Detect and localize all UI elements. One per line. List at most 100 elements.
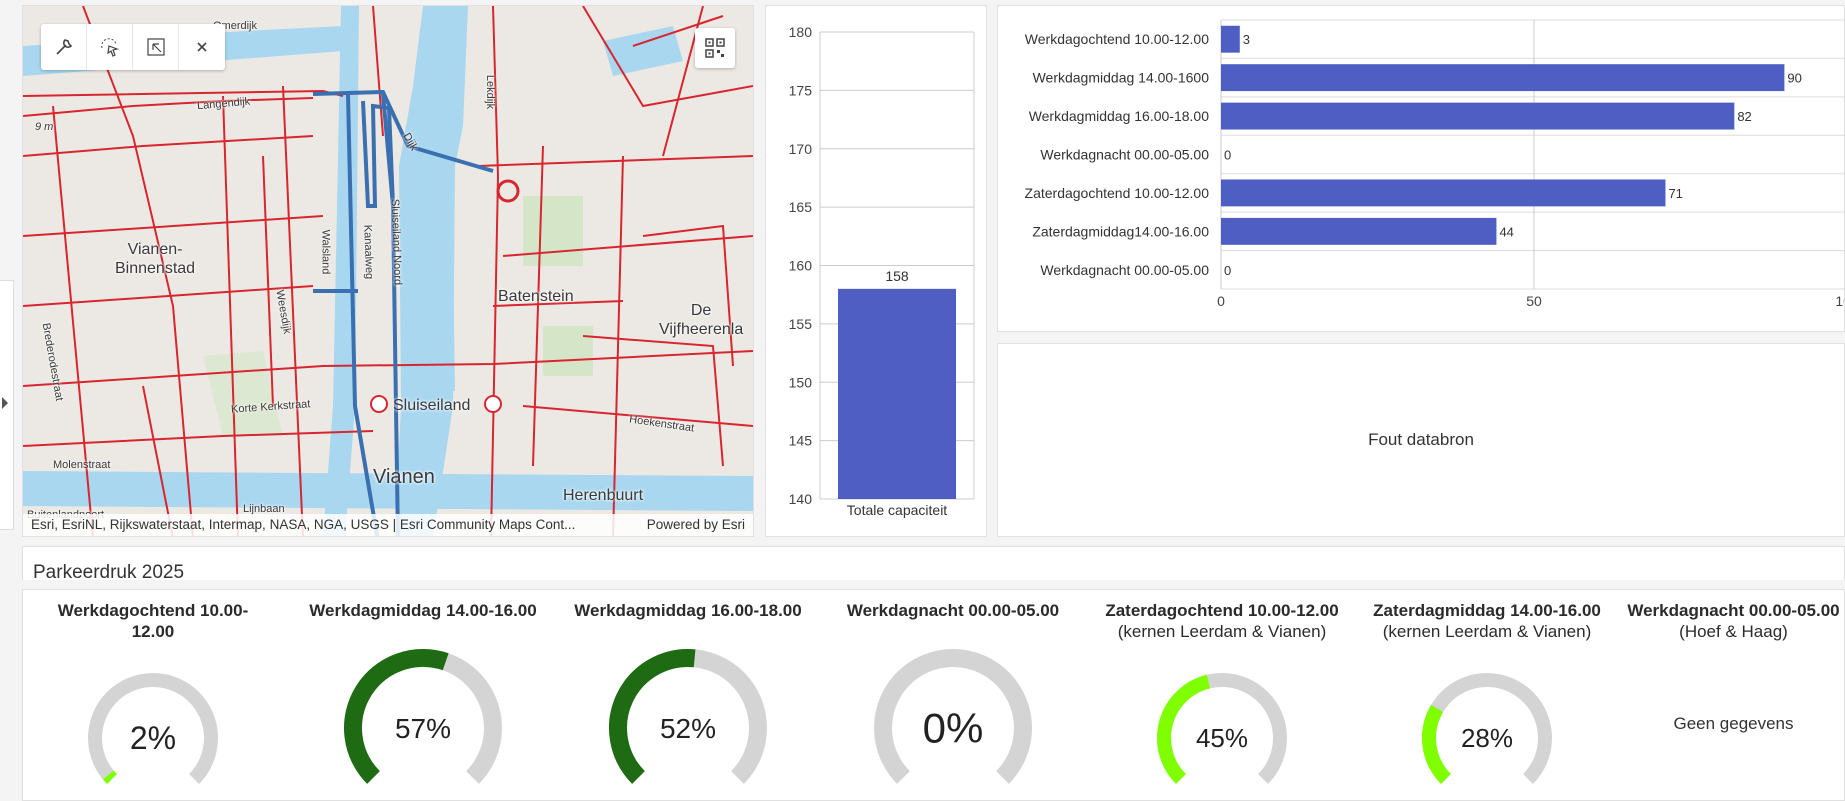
hbar [1221, 217, 1497, 245]
gauge-title: Werkdagnacht 00.00-05.00 [1627, 601, 1840, 620]
bar-value-label: 158 [885, 268, 909, 284]
gauge-title: Zaterdagochtend 10.00-12.00 [1105, 601, 1339, 620]
y-category-label: Werkdagnacht 00.00-05.00 [1040, 147, 1209, 163]
gauge-title: Werkdagmiddag 14.00-16.00 [309, 601, 537, 620]
map-label-vianen: Vianen [373, 466, 435, 488]
timeslot-bar-chart: 0 50 100 Werkdagochtend 10.00-12.00 3 Werkdag… [1025, 19, 1845, 309]
y-category-label: Werkdagmiddag 16.00-18.00 [1029, 108, 1210, 124]
map-label-kanaalweg: Kanaalweg [361, 224, 376, 280]
gauge-arc: 45% [1157, 673, 1287, 784]
hbar [1221, 102, 1735, 130]
y-tick-label: 180 [789, 24, 813, 40]
gauge-fill [1157, 674, 1211, 784]
hbar-value-label: 3 [1243, 32, 1250, 47]
section-title: Parkeerdruk 2025 [33, 562, 185, 580]
x-tick-label: 100 [1835, 293, 1845, 309]
bar-totale-capaciteit [838, 288, 956, 499]
route-lines [312, 89, 494, 536]
gauge-track [88, 673, 218, 784]
gauge-value-label: 0% [923, 705, 984, 752]
gauge-arc: 2% [88, 673, 218, 784]
hbar-value-label: 44 [1499, 224, 1513, 239]
select-cursor-icon [100, 38, 119, 57]
y-tick-label: 175 [789, 82, 813, 98]
section-header: Parkeerdruk 2025 [22, 546, 1845, 580]
expand-arrow-icon [2, 397, 8, 409]
y-tick-label: 160 [789, 258, 813, 274]
close-tool-button[interactable] [179, 24, 225, 70]
gauge-1: Werkdagochtend 10.00- 12.00 2% [23, 590, 283, 800]
map-toolbar [41, 24, 225, 70]
hbar-value-label: 0 [1224, 263, 1231, 278]
select-area-button[interactable] [133, 24, 179, 70]
pond-water-2 [413, 256, 455, 396]
gauge-fill [1422, 704, 1452, 784]
gauge-title: Werkdagnacht 00.00-05.00 [846, 601, 1060, 620]
gauge-value-label: 2% [130, 720, 176, 756]
gauge-subtitle: (Hoef & Haag) [1679, 622, 1788, 641]
hbar [1221, 64, 1785, 92]
y-tick-label: 155 [789, 316, 813, 332]
select-area-icon [146, 38, 165, 56]
gauge-value-label: 28% [1461, 723, 1513, 753]
select-tool-button[interactable] [87, 24, 133, 70]
x-category-label: Totale capaciteit [847, 502, 948, 518]
powered-by-esri[interactable]: Powered by Esri [646, 517, 745, 532]
gauge-3: Werkdagmiddag 16.00-18.00 52% [558, 590, 818, 800]
measure-tool-button[interactable] [41, 24, 87, 70]
map-label-lijnbaan: Lijnbaan [243, 503, 285, 515]
y-tick-label: 150 [789, 374, 813, 390]
map-attribution: Esri, EsriNL, Rijkswaterstaat, Intermap,… [23, 514, 753, 536]
hbar-value-label: 0 [1224, 148, 1231, 163]
y-category-label: Werkdagochtend 10.00-12.00 [1025, 31, 1209, 47]
y-category-label: Zaterdagochtend 10.00-12.00 [1025, 185, 1210, 201]
map-label-vianen-binnenstad: Vianen- Binnenstad [115, 241, 196, 277]
gauge-arc: 0% [874, 649, 1032, 784]
gauge-7: Werkdagnacht 00.00-05.00 (Hoef & Haag) Gee… [1621, 590, 1844, 800]
gauge-arc: 57% [344, 649, 502, 784]
map-label-batenstein: Batenstein [498, 288, 574, 305]
green-area [523, 196, 583, 266]
map-label-herenbuurt: Herenbuurt [563, 487, 644, 504]
close-icon [197, 42, 207, 52]
qr-grid-icon [705, 38, 725, 58]
gauge-4: Werkdagnacht 00.00-05.00 0% [823, 590, 1083, 800]
map-label-lekdijk: Lekdijk [484, 74, 497, 110]
gauge-title: Werkdagochtend 10.00- 12.00 [57, 601, 249, 641]
hbar-value-label: 71 [1668, 186, 1682, 201]
error-panel: Fout databron [997, 343, 1845, 537]
attribution-text[interactable]: Esri, EsriNL, Rijkswaterstaat, Intermap,… [31, 517, 576, 532]
capacity-chart-panel: 140 145 150 155 160 165 170 175 180 158 Totale cap… [765, 5, 987, 537]
hbar-value-label: 82 [1737, 109, 1751, 124]
timeslot-bar-chart-panel: 0 50 100 Werkdagochtend 10.00-12.00 3 Werkdag… [997, 5, 1845, 332]
map-label-elevation: 9 m [35, 121, 54, 133]
gauge-track [874, 649, 1032, 784]
y-tick-label: 140 [789, 491, 813, 507]
gauge-value-label: 57% [395, 713, 451, 744]
x-tick-label: 50 [1526, 293, 1542, 309]
y-category-label: Werkdagnacht 00.00-05.00 [1040, 262, 1209, 278]
hbar [1221, 25, 1240, 53]
gauge-fill [344, 649, 449, 784]
x-tick-label: 0 [1217, 293, 1225, 309]
side-panel-toggle[interactable] [0, 280, 14, 530]
gauge-arc: 52% [609, 649, 767, 784]
map-label-molenstraat: Molenstraat [53, 459, 111, 471]
gauge-2: Werkdagmiddag 14.00-16.00 57% [293, 590, 553, 800]
no-data-label: Geen gegevens [1673, 714, 1794, 733]
gauge-arc: 28% [1422, 673, 1552, 784]
map-grid-button[interactable] [695, 28, 735, 68]
river-water [23, 471, 753, 511]
map-label-walsland: Walsland [319, 229, 332, 275]
y-category-label: Zaterdagmiddag14.00-16.00 [1032, 223, 1209, 239]
hbar-value-label: 90 [1787, 71, 1801, 86]
map-view[interactable]: Vianen- Binnenstad Batenstein De Vijfhee… [22, 5, 754, 537]
gauge-value-label: 45% [1196, 723, 1248, 753]
gauge-6: Zaterdagmiddag 14.00-16.00 (kernen Leerda… [1357, 590, 1617, 800]
gauge-subtitle: (kernen Leerdam & Vianen) [1117, 622, 1327, 641]
y-category-label: Werkdagmiddag 14.00-1600 [1033, 70, 1210, 86]
roundabout-3 [496, 179, 520, 203]
gauges-row: Werkdagochtend 10.00- 12.00 2% Werkdagmidd… [22, 589, 1845, 801]
map-label-sluiseiland: Sluiseiland [393, 397, 471, 414]
hbar [1221, 179, 1666, 207]
